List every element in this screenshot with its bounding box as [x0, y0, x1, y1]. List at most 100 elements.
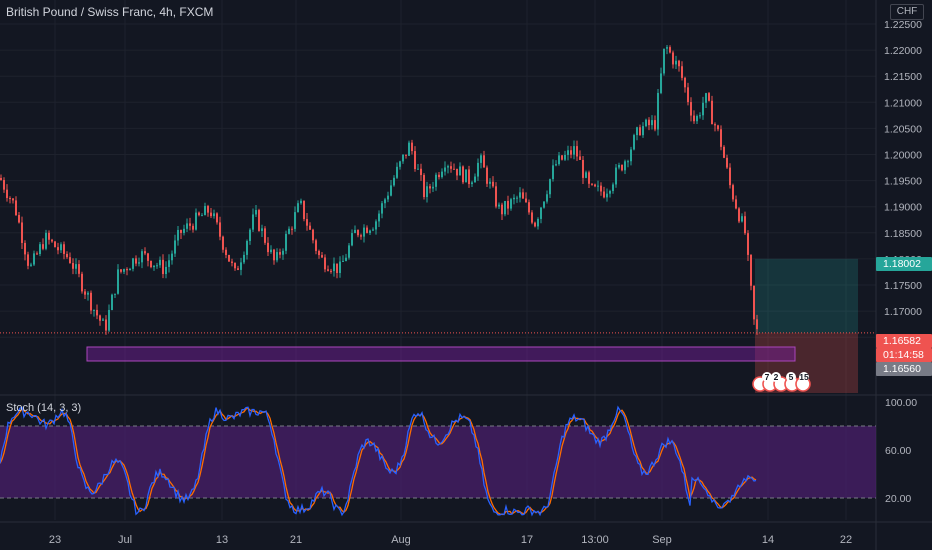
event-markers[interactable]: 7 2 5 15 [752, 372, 811, 392]
candle-body [42, 244, 44, 249]
candle-body [6, 189, 8, 198]
bar-countdown-tag: 01:14:58 [876, 348, 932, 362]
candle-body [183, 228, 185, 233]
candle-body [114, 293, 116, 295]
time-tick-label: Sep [652, 534, 672, 546]
price-tick-label: 1.20500 [884, 123, 922, 135]
candle-body [177, 229, 179, 241]
candle-body [300, 200, 302, 204]
candle-body [441, 171, 443, 178]
candle-body [393, 177, 395, 186]
candle-body [624, 161, 626, 171]
price-tick-label: 1.18500 [884, 228, 922, 240]
candle-body [426, 186, 428, 198]
candle-body [432, 186, 434, 189]
candle-body [459, 166, 461, 176]
candle-body [729, 167, 731, 186]
candle-body [381, 203, 383, 214]
candle-body [402, 154, 404, 162]
candle-body [291, 228, 293, 230]
candle-body [276, 252, 278, 261]
candle-body [321, 255, 323, 258]
candle-body [360, 235, 362, 237]
candle-body [204, 206, 206, 216]
target-price-tag: 1.18002 [876, 257, 932, 271]
price-tick-label: 1.20000 [884, 150, 922, 162]
candle-body [726, 157, 728, 168]
candle-body [447, 166, 449, 168]
event-count-label: 5 [789, 372, 794, 382]
candle-body [489, 181, 491, 184]
price-tick-label: 1.21000 [884, 97, 922, 109]
time-tick-label: 13:00 [581, 534, 609, 546]
candle-body [582, 159, 584, 178]
candle-body [309, 225, 311, 230]
candle-body [579, 156, 581, 160]
candle-body [684, 77, 686, 88]
candle-body [66, 253, 68, 258]
price-tick-label: 1.19000 [884, 202, 922, 214]
candle-body [120, 269, 122, 272]
candle-body [519, 192, 521, 198]
candle-body [69, 257, 71, 264]
stoch-band [0, 426, 876, 498]
candle-body [720, 129, 722, 147]
candle-body [243, 254, 245, 263]
candle-body [102, 319, 104, 321]
candle-body [294, 212, 296, 229]
candle-body [564, 154, 566, 160]
candle-body [669, 47, 671, 53]
candle-body [237, 268, 239, 270]
candle-body [129, 268, 131, 271]
candle-body [477, 162, 479, 177]
candle-body [555, 164, 557, 166]
candle-body [465, 169, 467, 183]
candle-body [324, 257, 326, 270]
price-tick-label: 1.17500 [884, 280, 922, 292]
candle-body [648, 119, 650, 126]
candle-body [210, 212, 212, 217]
currency-button[interactable]: CHF [890, 4, 924, 20]
candle-body [48, 232, 50, 240]
candle-body [585, 172, 587, 178]
candle-body [15, 200, 17, 216]
time-tick-label: 22 [840, 534, 852, 546]
candle-body [408, 142, 410, 156]
candle-body [708, 93, 710, 101]
candle-body [372, 229, 374, 231]
candle-body [75, 264, 77, 269]
candle-body [486, 167, 488, 184]
candle-body [504, 200, 506, 215]
stochastic-title: Stoch (14, 3, 3) [6, 402, 82, 414]
candle-body [462, 166, 464, 183]
candle-body [216, 213, 218, 223]
price-tick-label: 1.19500 [884, 176, 922, 188]
candle-body [651, 120, 653, 126]
candle-body [162, 259, 164, 275]
candle-body [660, 73, 662, 93]
candle-body [93, 309, 95, 311]
candle-body [492, 181, 494, 187]
candle-body [105, 319, 107, 331]
demand-zone-rectangle[interactable] [86, 346, 796, 362]
candle-body [54, 241, 56, 248]
candle-body [135, 258, 137, 264]
candle-body [258, 210, 260, 231]
candle-body [255, 210, 257, 215]
candle-body [195, 212, 197, 230]
candle-body [219, 222, 221, 237]
candle-body [750, 254, 752, 286]
candle-body [240, 262, 242, 270]
candle-body [678, 60, 680, 67]
candle-body [132, 258, 134, 269]
candle-body [297, 203, 299, 213]
candle-body [453, 168, 455, 170]
candle-body [189, 223, 191, 226]
candle-body [117, 269, 119, 294]
candle-body [213, 213, 215, 217]
candle-body [597, 185, 599, 187]
candle-body [753, 285, 755, 320]
candle-body [744, 216, 746, 234]
candle-body [618, 164, 620, 168]
